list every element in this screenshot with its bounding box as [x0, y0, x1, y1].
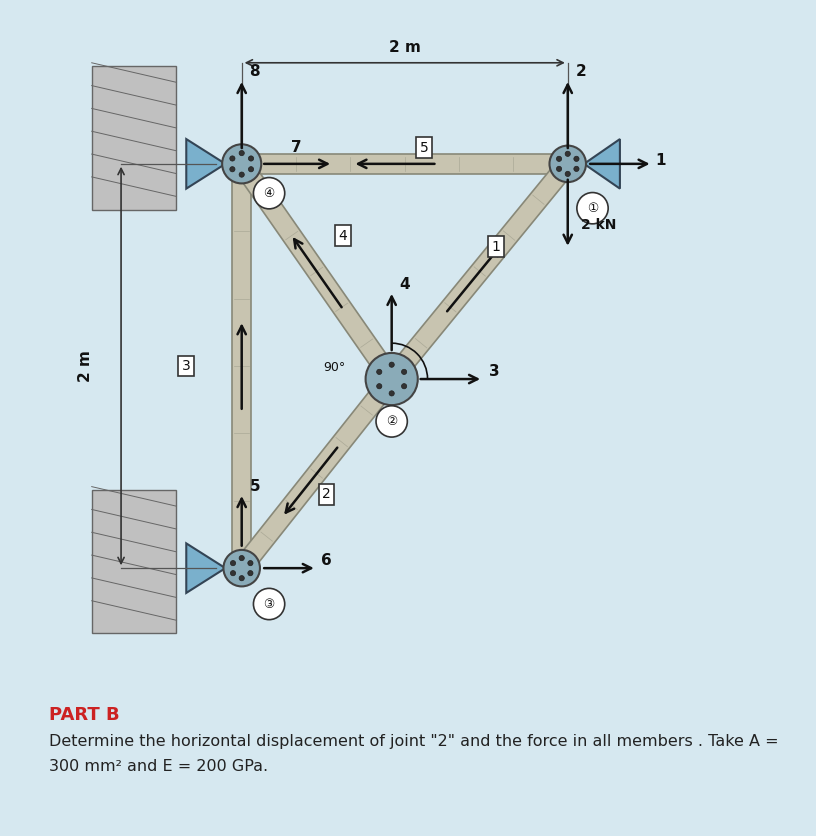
Polygon shape [584, 139, 620, 189]
Text: ④: ④ [264, 186, 275, 200]
Circle shape [574, 156, 579, 161]
Circle shape [389, 362, 394, 367]
Text: ①: ① [587, 201, 598, 215]
Text: PART B: PART B [49, 706, 120, 725]
Circle shape [376, 405, 407, 437]
Text: 2 m: 2 m [78, 350, 93, 382]
Text: ③: ③ [264, 598, 275, 610]
Circle shape [577, 192, 608, 224]
Circle shape [377, 384, 382, 389]
Polygon shape [242, 154, 568, 174]
Circle shape [239, 172, 244, 177]
Text: 8: 8 [250, 64, 260, 79]
Circle shape [239, 575, 244, 581]
Text: 6: 6 [322, 553, 332, 568]
Circle shape [230, 570, 236, 576]
Text: 90°: 90° [323, 361, 345, 375]
Text: 2: 2 [575, 64, 587, 79]
Circle shape [248, 570, 253, 576]
Circle shape [239, 150, 244, 155]
Circle shape [557, 166, 561, 171]
Circle shape [239, 555, 244, 561]
Circle shape [230, 155, 235, 161]
Text: 4: 4 [339, 228, 347, 242]
Text: 300 mm² and E = 200 GPa.: 300 mm² and E = 200 GPa. [49, 759, 268, 774]
Polygon shape [233, 158, 400, 385]
Circle shape [230, 560, 236, 566]
Text: ②: ② [386, 415, 397, 428]
Circle shape [248, 166, 254, 172]
Text: 2 kN: 2 kN [581, 218, 616, 232]
Circle shape [565, 151, 570, 156]
Text: 1: 1 [656, 153, 667, 168]
Circle shape [401, 384, 406, 389]
Polygon shape [232, 164, 251, 568]
Circle shape [377, 370, 382, 375]
Circle shape [389, 390, 394, 396]
Text: 1: 1 [491, 240, 500, 253]
Text: 3: 3 [182, 359, 191, 373]
Polygon shape [186, 139, 225, 189]
Circle shape [366, 353, 418, 405]
Circle shape [254, 589, 285, 619]
Circle shape [230, 166, 235, 172]
Text: 5: 5 [250, 479, 260, 494]
Text: 5: 5 [420, 140, 428, 155]
Bar [91, 490, 176, 634]
Circle shape [254, 177, 285, 209]
Bar [91, 66, 176, 210]
Text: 7: 7 [290, 140, 301, 155]
Circle shape [557, 156, 561, 161]
Circle shape [248, 560, 253, 566]
Polygon shape [384, 158, 575, 385]
Circle shape [222, 145, 261, 183]
Text: 4: 4 [400, 277, 410, 292]
Circle shape [565, 171, 570, 176]
Polygon shape [234, 373, 399, 574]
Circle shape [224, 550, 260, 586]
Text: Determine the horizontal displacement of joint "2" and the force in all members : Determine the horizontal displacement of… [49, 734, 778, 749]
Circle shape [574, 166, 579, 171]
Text: 3: 3 [490, 364, 500, 379]
Polygon shape [186, 543, 225, 593]
Text: 2: 2 [322, 487, 330, 502]
Circle shape [401, 370, 406, 375]
Circle shape [549, 145, 586, 182]
Circle shape [248, 155, 254, 161]
Text: 2 m: 2 m [388, 40, 421, 55]
